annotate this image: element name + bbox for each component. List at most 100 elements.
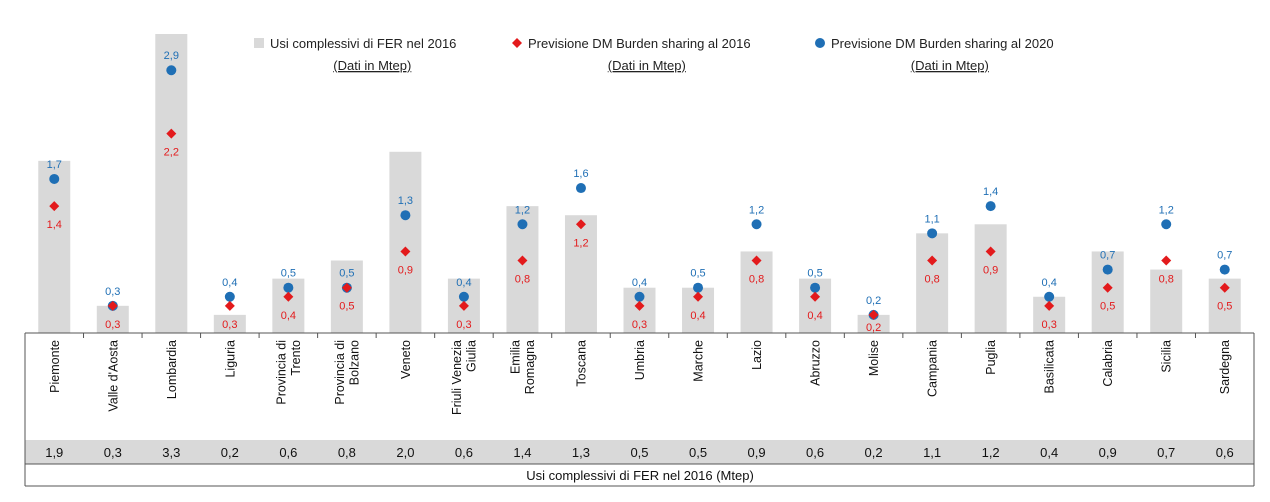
category-label-7: Friuli VeneziaGiulia (450, 340, 479, 415)
diamond-marker-12 (751, 255, 762, 266)
legend-sublabel-2: (Dati in Mtep) (911, 58, 989, 73)
diamond-value-label-1: 0,3 (105, 319, 120, 331)
diamond-value-label-4: 0,4 (281, 310, 296, 322)
circle-marker-12 (751, 219, 762, 230)
bar-5 (330, 260, 363, 333)
bar-2 (155, 34, 188, 333)
circle-marker-9 (575, 183, 586, 194)
category-label-12: Lazio (750, 340, 764, 370)
table-value-17: 0,4 (1040, 445, 1058, 460)
circle-value-label-2: 2,9 (164, 50, 179, 62)
category-label-18: Calabria (1101, 340, 1115, 387)
circle-value-label-1: 0,3 (105, 286, 120, 298)
circle-marker-10 (634, 291, 645, 302)
bar-3 (213, 314, 246, 333)
circle-value-label-6: 1,3 (398, 195, 413, 207)
diamond-value-label-13: 0,4 (807, 310, 822, 322)
diamond-marker-13 (810, 291, 821, 302)
diamond-marker-20 (1219, 282, 1230, 293)
table-value-18: 0,9 (1099, 445, 1117, 460)
diamond-value-label-14: 0,2 (866, 322, 881, 334)
legend-label-2: Previsione DM Burden sharing al 2020 (831, 36, 1054, 51)
circle-marker-0 (49, 173, 60, 184)
circle-value-label-7: 0,4 (456, 277, 471, 289)
table-footer-label: Usi complessivi di FER nel 2016 (Mtep) (526, 468, 754, 483)
category-label-4: Provincia diTrento (275, 340, 304, 405)
table-value-6: 2,0 (396, 445, 414, 460)
table-value-0: 1,9 (45, 445, 63, 460)
table-value-12: 0,9 (748, 445, 766, 460)
diamond-value-label-20: 0,5 (1217, 301, 1232, 313)
diamond-value-label-5: 0,5 (339, 301, 354, 313)
diamond-marker-14 (868, 309, 879, 320)
diamond-marker-18 (1102, 282, 1113, 293)
circle-marker-6 (400, 210, 411, 221)
diamond-marker-11 (693, 291, 704, 302)
diamond-marker-3 (224, 300, 235, 311)
circle-value-label-20: 0,7 (1217, 250, 1232, 262)
category-label-19: Sicilia (1160, 340, 1174, 373)
diamond-value-label-0: 1,4 (47, 219, 62, 231)
circle-value-label-12: 1,2 (749, 204, 764, 216)
legend-label-1: Previsione DM Burden sharing al 2016 (528, 36, 751, 51)
diamond-value-label-16: 0,9 (983, 264, 998, 276)
table-value-7: 0,6 (455, 445, 473, 460)
legend-sublabel-1: (Dati in Mtep) (608, 58, 686, 73)
diamond-value-label-7: 0,3 (456, 319, 471, 331)
table-value-11: 0,5 (689, 445, 707, 460)
circle-marker-19 (1161, 219, 1172, 230)
diamond-marker-0 (49, 201, 60, 212)
diamond-marker-5 (341, 282, 352, 293)
circle-value-label-8: 1,2 (515, 204, 530, 216)
diamond-marker-16 (985, 246, 996, 257)
table-value-3: 0,2 (221, 445, 239, 460)
diamond-marker-2 (166, 128, 177, 139)
category-labels: Piemonte Valle d'Aosta Lombardia Liguria Pro… (48, 340, 1232, 415)
category-label-1: Valle d'Aosta (106, 340, 120, 412)
circle-value-label-17: 0,4 (1042, 277, 1057, 289)
diamond-value-label-15: 0,8 (924, 274, 939, 286)
diamond-value-label-11: 0,4 (690, 310, 705, 322)
legend-diamond-swatch (512, 38, 522, 48)
category-label-20: Sardegna (1218, 340, 1232, 394)
circle-marker-15 (927, 228, 938, 239)
category-label-5: Provincia diBolzano (333, 340, 362, 405)
circle-marker-4 (283, 282, 294, 293)
circle-marker-20 (1219, 264, 1230, 275)
values-table: 1,9 0,3 3,3 0,2 0,6 0,8 2,0 0,6 1,4 1,3 0,5 0,5 0,9 0… (45, 445, 1234, 460)
category-label-0: Piemonte (48, 340, 62, 393)
diamond-value-label-2: 2,2 (164, 147, 179, 159)
circle-marker-16 (985, 201, 996, 212)
circle-value-label-4: 0,5 (281, 268, 296, 280)
diamond-value-label-3: 0,3 (222, 319, 237, 331)
diamond-marker-1 (107, 300, 118, 311)
table-value-19: 0,7 (1157, 445, 1175, 460)
bar-16 (974, 224, 1007, 333)
circle-value-label-14: 0,2 (866, 295, 881, 307)
circle-marker-11 (693, 282, 704, 293)
table-value-16: 1,2 (982, 445, 1000, 460)
circle-value-label-10: 0,4 (632, 277, 647, 289)
bar-9 (564, 215, 597, 333)
table-value-1: 0,3 (104, 445, 122, 460)
bar-14 (857, 314, 890, 333)
diamond-marker-17 (1044, 300, 1055, 311)
diamond-value-label-19: 0,8 (1159, 274, 1174, 286)
circle-marker-17 (1044, 291, 1055, 302)
table-value-10: 0,5 (630, 445, 648, 460)
circle-marker-7 (458, 291, 469, 302)
circle-marker-18 (1102, 264, 1113, 275)
diamond-value-label-6: 0,9 (398, 264, 413, 276)
table-row-background (25, 440, 1254, 464)
table-value-9: 1,3 (572, 445, 590, 460)
diamond-value-label-12: 0,8 (749, 274, 764, 286)
category-label-9: Toscana (574, 340, 588, 387)
table-value-14: 0,2 (865, 445, 883, 460)
table-value-2: 3,3 (162, 445, 180, 460)
circle-value-label-9: 1,6 (573, 168, 588, 180)
diamond-marker-19 (1161, 255, 1172, 266)
category-label-15: Campania (926, 340, 940, 397)
legend: Usi complessivi di FER nel 2016 (Dati in … (254, 36, 1054, 73)
circle-value-label-18: 0,7 (1100, 250, 1115, 262)
legend-sublabel-0: (Dati in Mtep) (333, 58, 411, 73)
